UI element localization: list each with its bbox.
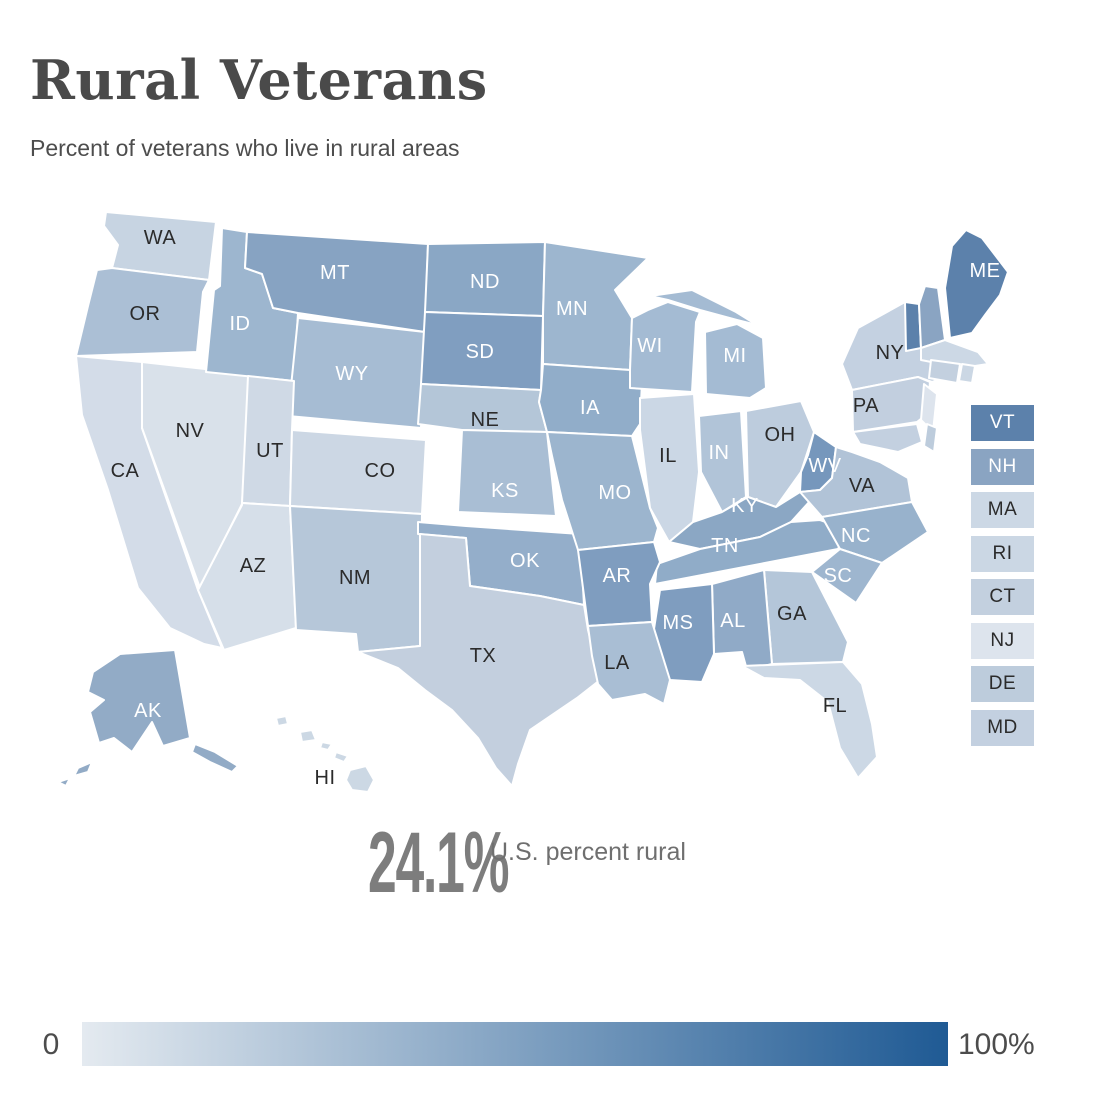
- us-percent-rural-value: 24.1%: [368, 815, 510, 911]
- state-CT[interactable]: [928, 359, 961, 384]
- state-ME[interactable]: [944, 229, 1009, 339]
- state-FL[interactable]: [741, 661, 878, 779]
- page-title: Rural Veterans: [30, 48, 488, 113]
- state-MD[interactable]: [852, 423, 923, 453]
- state-AR[interactable]: [577, 541, 661, 627]
- side-legend-box-NH[interactable]: NH: [971, 448, 1034, 485]
- state-AK-part-1[interactable]: [191, 743, 239, 773]
- state-CO[interactable]: [289, 429, 427, 515]
- color-scale-min-label: 0: [42, 1028, 60, 1061]
- side-legend-box-RI[interactable]: RI: [971, 535, 1034, 572]
- side-legend-box-MD[interactable]: MD: [971, 709, 1034, 746]
- state-TN[interactable]: [654, 519, 849, 585]
- state-OR[interactable]: [75, 267, 210, 357]
- state-MI-part-1[interactable]: [649, 289, 758, 326]
- state-HI-part-3[interactable]: [319, 741, 333, 751]
- state-AL[interactable]: [711, 569, 773, 671]
- state-TX[interactable]: [357, 533, 601, 787]
- state-DE[interactable]: [923, 423, 938, 453]
- side-legend-box-MA[interactable]: MA: [971, 492, 1034, 528]
- state-IN[interactable]: [698, 410, 747, 513]
- state-KS[interactable]: [457, 429, 557, 517]
- side-legend-box-VT[interactable]: VT: [971, 405, 1034, 441]
- state-NH[interactable]: [918, 285, 946, 349]
- state-SC[interactable]: [811, 548, 883, 604]
- state-AK-part-3[interactable]: [57, 777, 71, 787]
- state-HI[interactable]: [345, 765, 375, 793]
- page-subtitle: Percent of veterans who live in rural ar…: [30, 135, 460, 161]
- state-UT[interactable]: [241, 375, 295, 507]
- state-SD[interactable]: [420, 311, 544, 391]
- state-LA[interactable]: [587, 621, 671, 705]
- state-AK-part-2[interactable]: [73, 761, 93, 777]
- state-NM[interactable]: [289, 505, 423, 653]
- state-HI-part-1[interactable]: [275, 715, 289, 727]
- side-legend-box-NJ[interactable]: NJ: [971, 622, 1034, 659]
- state-RI[interactable]: [958, 363, 976, 384]
- state-HI-part-2[interactable]: [299, 729, 317, 743]
- state-AK[interactable]: [87, 649, 191, 753]
- state-HI-part-4[interactable]: [333, 751, 349, 763]
- state-WI[interactable]: [629, 301, 701, 393]
- color-scale-gradient-bar: [82, 1022, 948, 1066]
- us-percent-rural-label: U.S. percent rural: [490, 838, 686, 866]
- color-scale-max-label: 100%: [958, 1028, 1035, 1061]
- state-WY[interactable]: [287, 317, 426, 429]
- side-legend-box-DE[interactable]: DE: [971, 666, 1034, 702]
- state-MI[interactable]: [704, 323, 767, 399]
- small-states-legend: VT NH MA RI CT NJ DE MD: [971, 405, 1034, 753]
- state-NC[interactable]: [821, 501, 929, 564]
- state-label-HI: HI: [315, 767, 336, 789]
- state-NE[interactable]: [417, 383, 548, 433]
- side-legend-box-CT[interactable]: CT: [971, 579, 1034, 615]
- state-IA[interactable]: [538, 363, 643, 437]
- state-ND[interactable]: [424, 241, 546, 317]
